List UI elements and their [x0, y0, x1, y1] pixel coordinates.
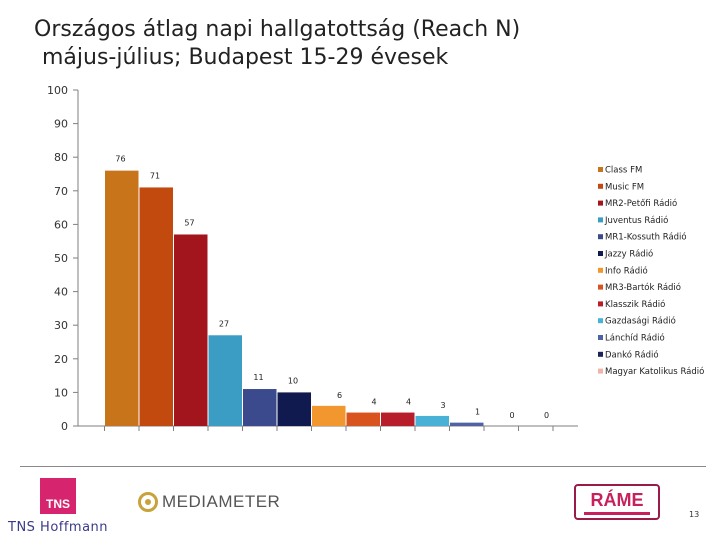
- data-label: 27: [219, 319, 229, 328]
- data-label: 10: [288, 376, 298, 385]
- page-number: 13: [689, 510, 700, 519]
- legend-label: Juventus Rádió: [604, 215, 668, 226]
- legend-swatch: [598, 267, 603, 273]
- mediameter-logo: MEDIAMETER: [138, 492, 280, 512]
- y-tick-label: 10: [54, 386, 68, 399]
- legend-label: Dankó Rádió: [605, 349, 659, 360]
- data-label: 3: [440, 401, 445, 410]
- tns-logo: TNS: [40, 478, 76, 514]
- bar: [312, 405, 346, 426]
- data-label: 0: [544, 411, 549, 420]
- bar: [174, 234, 208, 426]
- legend-label: MR3-Bartók Rádió: [605, 282, 681, 293]
- y-tick-label: 80: [54, 151, 68, 164]
- bar: [415, 415, 449, 426]
- legend-label: Gazdasági Rádió: [605, 316, 676, 327]
- legend-swatch: [598, 301, 603, 307]
- legend-swatch: [598, 318, 603, 324]
- y-tick-label: 70: [54, 185, 68, 198]
- legend-swatch: [598, 335, 603, 340]
- data-label: 4: [406, 398, 411, 407]
- data-label: 11: [253, 373, 263, 382]
- bar: [139, 187, 173, 426]
- tns-logo-text: TNS: [46, 497, 70, 511]
- chart-title-line2: május-július; Budapest 15-29 évesek: [42, 45, 449, 70]
- legend-swatch: [598, 217, 603, 223]
- tns-hoffmann-label: TNS Hoffmann: [8, 520, 109, 535]
- bar: [346, 412, 380, 426]
- bar: [208, 335, 242, 426]
- legend-label: Magyar Katolikus Rádió: [605, 366, 704, 377]
- data-label: 76: [115, 155, 125, 164]
- legend-label: Klasszik Rádió: [605, 299, 665, 310]
- bar: [277, 392, 311, 426]
- rame-logo-text: RÁME: [590, 489, 644, 510]
- legend-label: MR2-Petőfi Rádió: [605, 198, 677, 209]
- mediameter-text: MEDIAMETER: [162, 492, 281, 511]
- chart-title: Országos átlag napi hallgatottság (Reach…: [34, 16, 594, 72]
- data-label: 6: [337, 391, 342, 400]
- data-label: 4: [371, 398, 376, 407]
- mediameter-icon: [138, 492, 158, 512]
- legend-label: Lánchíd Rádió: [605, 333, 665, 344]
- legend-label: MR1-Kossuth Rádió: [605, 232, 687, 243]
- bar: [381, 412, 415, 426]
- bar: [105, 170, 139, 426]
- legend-label: Info Rádió: [605, 265, 648, 276]
- legend-swatch: [598, 251, 603, 256]
- y-tick-label: 30: [54, 319, 68, 332]
- legend-swatch: [598, 183, 603, 189]
- data-label: 57: [184, 218, 194, 227]
- legend-label: Class FM: [605, 166, 642, 176]
- data-label: 0: [509, 411, 514, 420]
- y-tick-label: 0: [61, 420, 68, 433]
- rame-logo: RÁME: [574, 484, 660, 520]
- bar: [450, 422, 484, 426]
- y-tick-label: 20: [54, 353, 68, 366]
- y-tick-label: 90: [54, 118, 68, 131]
- legend-swatch: [598, 234, 603, 240]
- chart-title-line1: Országos átlag napi hallgatottság (Reach…: [34, 17, 521, 42]
- legend-swatch: [598, 284, 603, 290]
- rame-logo-underline: [584, 511, 650, 515]
- bar: [243, 389, 277, 426]
- footer-divider: [20, 466, 706, 467]
- legend-swatch: [598, 200, 603, 206]
- legend-swatch: [598, 351, 603, 357]
- y-tick-label: 40: [54, 286, 68, 299]
- y-tick-label: 50: [54, 252, 68, 265]
- y-tick-label: 100: [47, 84, 68, 97]
- legend-swatch: [598, 167, 603, 172]
- legend-label: Jazzy Rádió: [604, 249, 653, 260]
- legend-swatch: [598, 368, 603, 374]
- legend-label: Music FM: [605, 182, 644, 192]
- y-tick-label: 60: [54, 218, 68, 231]
- data-label: 1: [475, 408, 480, 417]
- data-label: 71: [150, 171, 160, 180]
